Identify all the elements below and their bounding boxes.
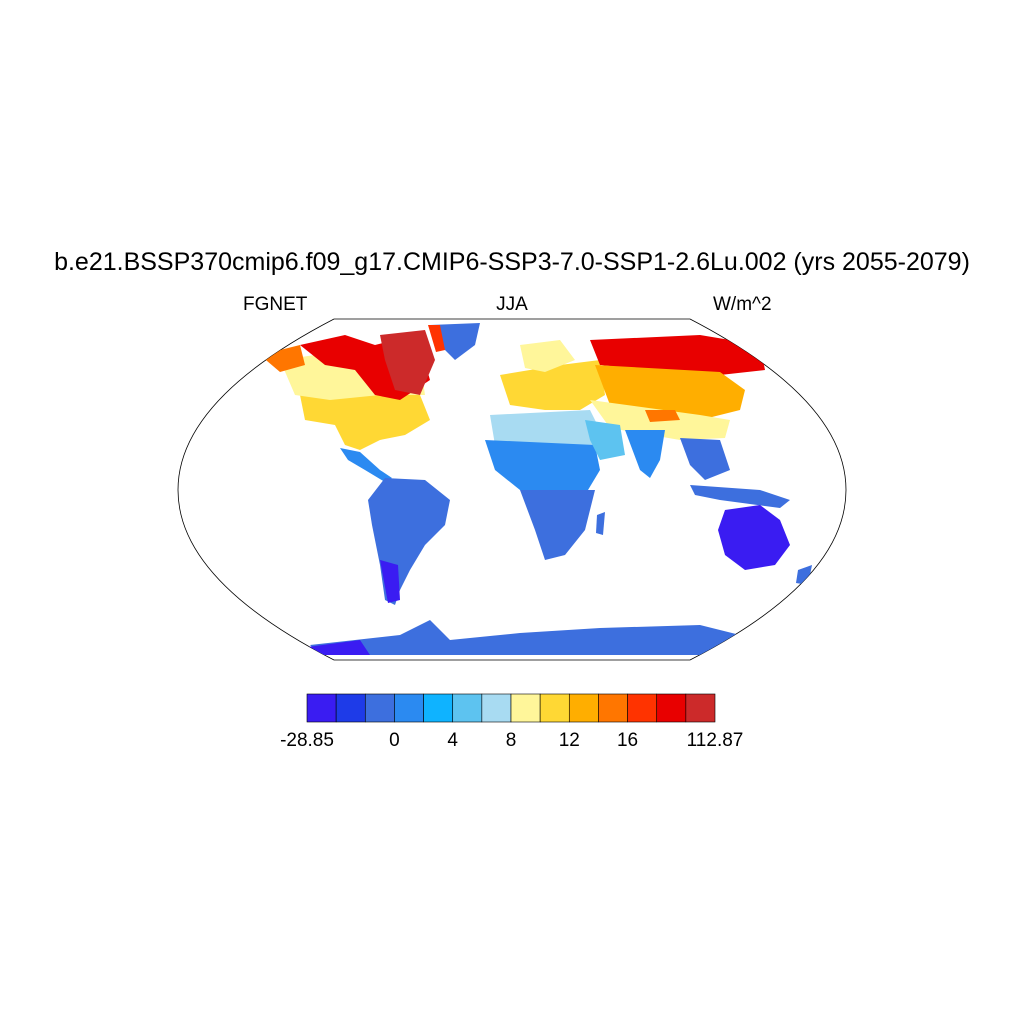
india [625, 430, 665, 478]
colorbar-tick-label: 8 [505, 730, 517, 751]
arabia [585, 420, 625, 460]
africa-south [520, 490, 595, 560]
europe [500, 360, 605, 410]
africa-north [490, 410, 605, 450]
variable-label: FGNET [243, 294, 308, 315]
units-label: W/m^2 [713, 294, 772, 315]
africa-middle [485, 440, 600, 500]
colorbar-tick-label: 112.87 [686, 730, 744, 751]
alaska [260, 345, 305, 372]
antarctica-edge [300, 640, 370, 655]
southeast-asia [680, 438, 730, 480]
colorbar-tick-label: 12 [558, 730, 580, 751]
madagascar [596, 512, 605, 535]
siberia [590, 335, 765, 375]
greenland [430, 323, 480, 360]
tibet-hotspot [645, 410, 680, 422]
greenland-coast [428, 325, 445, 352]
scandinavia [520, 340, 575, 372]
canada-east [380, 330, 435, 395]
map-title: b.e21.BSSP370cmip6.f09_g17.CMIP6-SSP3-7.… [54, 248, 970, 276]
colorbar-tick-label: 4 [447, 730, 458, 751]
central-america [340, 448, 392, 482]
australia [718, 505, 790, 570]
antarctica [310, 620, 740, 655]
colorbar-tick-label: 0 [389, 730, 400, 751]
south-america-south [380, 560, 400, 603]
north-america-south [300, 385, 430, 450]
colorbar-tick-label: -28.85 [280, 730, 334, 751]
continents [260, 323, 812, 655]
season-label: JJA [496, 294, 528, 315]
indonesia [690, 485, 790, 508]
colorbar-tick-label: 16 [616, 730, 639, 751]
